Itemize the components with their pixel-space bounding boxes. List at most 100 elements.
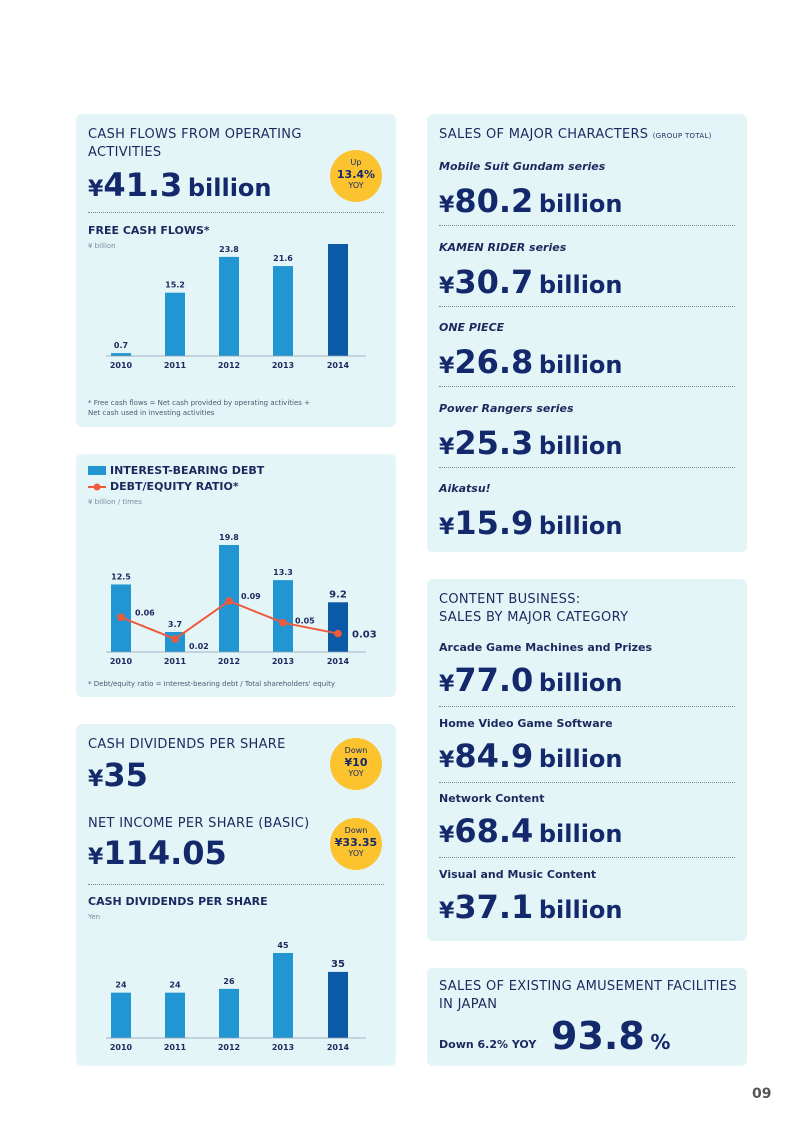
ratio-label: 0.06	[135, 608, 155, 617]
facilities-value: 93.8 %	[551, 1014, 671, 1058]
data-label: 21.6	[273, 254, 293, 263]
divider	[439, 225, 735, 226]
x-tick-label: 2013	[272, 1043, 294, 1052]
stat-label: Aikatsu!	[439, 482, 491, 495]
dividends-chart: 24 24 26 45 35 2010 2011 2012 2013 2014	[106, 941, 366, 1052]
stat-value: ¥77.0 billion	[439, 661, 623, 699]
data-label: 15.2	[165, 281, 185, 290]
chart-bar	[111, 992, 131, 1038]
stat-label: Visual and Music Content	[439, 867, 597, 881]
dividends-title: CASH DIVIDENDS PER SHARE	[88, 737, 286, 752]
x-tick-label: 2012	[218, 361, 240, 370]
x-tick-label: 2014	[327, 657, 350, 666]
content-card: CONTENT BUSINESS: SALES BY MAJOR CATEGORY…	[427, 579, 747, 941]
stat-value: ¥84.9 billion	[439, 736, 623, 775]
facilities-card: SALES OF EXISTING AMUSEMENT FACILITIES IN…	[427, 968, 747, 1066]
eps-value: ¥114.05	[88, 834, 227, 872]
data-label: 9.2	[329, 589, 347, 600]
data-label: 35	[331, 959, 345, 970]
data-label: 19.8	[219, 533, 239, 542]
data-label: 13.3	[273, 568, 293, 577]
x-tick-label: 2010	[110, 361, 133, 370]
data-label: 26	[223, 977, 235, 986]
divider	[88, 212, 384, 213]
ratio-point	[279, 618, 287, 627]
chart-bar	[273, 580, 293, 652]
data-label: 24	[169, 981, 181, 990]
legend-debt: INTEREST-BEARING DEBT	[88, 464, 264, 477]
ratio-point	[225, 597, 233, 605]
free-cash-flows-title: FREE CASH FLOWS*	[88, 224, 210, 237]
data-label: 23.8	[219, 245, 239, 254]
chart-bar	[273, 953, 293, 1038]
stat-value: ¥80.2 billion	[439, 182, 623, 220]
stat-label: Arcade Game Machines and Prizes	[439, 641, 653, 654]
stat-value: ¥37.1 billion	[439, 887, 623, 926]
data-label: 45	[277, 941, 289, 950]
ratio-label: 0.03	[352, 630, 377, 641]
x-tick-label: 2010	[110, 1043, 133, 1052]
divider	[439, 781, 735, 783]
stat-label: Network Content	[439, 792, 545, 805]
debt-unit: ¥ billion / times	[88, 498, 142, 506]
x-tick-label: 2013	[272, 361, 294, 370]
data-label: 3.7	[168, 620, 182, 629]
legend-ratio-swatch	[88, 483, 106, 490]
stat-value: ¥26.8 billion	[439, 343, 623, 381]
x-tick-label: 2014	[327, 1043, 350, 1052]
ratio-label: 0.02	[189, 642, 209, 651]
stat-value: ¥15.9 billion	[439, 504, 623, 542]
stat-label: Home Video Game Software	[439, 716, 613, 730]
stat-label: KAMEN RIDER series	[439, 240, 567, 254]
divider	[88, 884, 384, 885]
dividends-unit: Yen	[88, 913, 101, 921]
chart-bar	[219, 256, 239, 356]
chart-bar	[328, 971, 348, 1038]
debt-note: * Debt/equity ratio = Interest-bearing d…	[88, 680, 335, 688]
legend-ratio: DEBT/EQUITY RATIO*	[88, 480, 239, 493]
page-number: 09	[752, 1086, 772, 1102]
stat-label: ONE PIECE	[439, 321, 505, 334]
ratio-point	[334, 629, 342, 638]
dividends-value: ¥35	[88, 756, 148, 794]
dividends-badge: Down ¥10 YOY	[330, 738, 382, 790]
chart-bar	[165, 992, 185, 1038]
eps-title: NET INCOME PER SHARE (BASIC)	[88, 816, 310, 831]
chart-bar	[165, 292, 185, 356]
content-title: CONTENT BUSINESS: SALES BY MAJOR CATEGORY	[439, 592, 629, 625]
ratio-point	[117, 613, 125, 622]
facilities-title: SALES OF EXISTING AMUSEMENT FACILITIES IN…	[439, 979, 737, 1012]
dividends-chart-title: CASH DIVIDENDS PER SHARE	[88, 895, 268, 908]
divider	[439, 386, 735, 387]
facilities-change: Down 6.2% YOY	[439, 1038, 537, 1051]
dividends-card: CASH DIVIDENDS PER SHARE ¥35 Down ¥10 YO…	[76, 724, 396, 1066]
ratio-label: 0.05	[295, 617, 315, 626]
data-label: 0.7	[114, 341, 128, 350]
chart-bar	[328, 602, 348, 652]
free-cash-flows-note: * Free cash flows = Net cash provided by…	[88, 399, 311, 417]
x-tick-label: 2012	[218, 1043, 240, 1052]
divider	[439, 305, 735, 307]
cash-flows-badge: Up 13.4% YOY	[330, 150, 382, 202]
stat-label: Mobile Suit Gundam series	[439, 160, 606, 173]
debt-card: INTEREST-BEARING DEBT DEBT/EQUITY RATIO*…	[76, 454, 396, 697]
ratio-point	[171, 635, 179, 643]
x-tick-label: 2011	[164, 1043, 187, 1052]
free-cash-flows-unit: ¥ billion	[88, 242, 116, 250]
stat-label: Power Rangers series	[439, 401, 574, 415]
x-tick-label: 2010	[110, 657, 133, 666]
characters-card: SALES OF MAJOR CHARACTERS (GROUP TOTAL) …	[427, 114, 747, 552]
x-tick-label: 2013	[272, 657, 294, 666]
chart-bar	[328, 244, 348, 356]
data-label: 24	[115, 981, 127, 990]
ratio-label: 0.09	[241, 592, 261, 601]
stat-value: ¥30.7 billion	[439, 262, 623, 301]
chart-bar	[111, 353, 131, 356]
free-cash-flows-chart: 0.715.223.821.626.920102011201220132014	[106, 244, 366, 370]
divider	[439, 706, 735, 707]
debt-chart: 12.5 3.7 19.8 13.3 9.2 0.06 0.02 0.09 0.05 0.03 20…	[106, 533, 377, 666]
cash-flows-value: ¥41.3 billion	[88, 166, 272, 204]
chart-bar	[219, 988, 239, 1038]
characters-title: SALES OF MAJOR CHARACTERS (GROUP TOTAL)	[439, 127, 712, 142]
chart-bar	[273, 266, 293, 356]
